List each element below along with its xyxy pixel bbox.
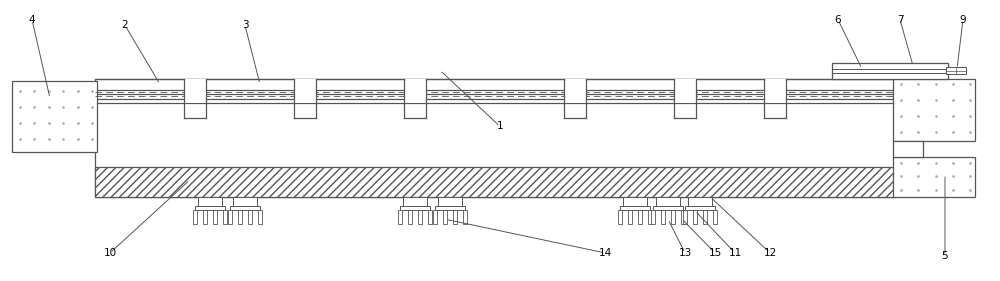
- Bar: [893, 79, 975, 140]
- Bar: [95, 79, 895, 197]
- Bar: [623, 197, 647, 206]
- Text: 10: 10: [103, 248, 117, 258]
- Bar: [248, 210, 252, 224]
- Bar: [193, 210, 197, 224]
- Bar: [408, 210, 412, 224]
- Bar: [400, 206, 430, 210]
- Bar: [683, 210, 687, 224]
- Bar: [671, 210, 675, 224]
- Text: 3: 3: [242, 20, 248, 30]
- Bar: [238, 210, 242, 224]
- Bar: [433, 210, 437, 224]
- Bar: [661, 210, 665, 224]
- Bar: [764, 79, 786, 103]
- Text: 2: 2: [122, 20, 128, 30]
- Bar: [713, 210, 717, 224]
- Bar: [398, 210, 402, 224]
- Bar: [294, 79, 316, 103]
- Bar: [693, 210, 697, 224]
- Bar: [653, 206, 683, 210]
- Bar: [651, 210, 655, 224]
- Bar: [638, 210, 642, 224]
- Bar: [832, 63, 948, 79]
- Bar: [230, 206, 260, 210]
- Text: 14: 14: [598, 248, 612, 258]
- Bar: [223, 210, 227, 224]
- Bar: [893, 140, 923, 157]
- Bar: [228, 210, 232, 224]
- Text: 6: 6: [835, 15, 841, 25]
- Text: 15: 15: [708, 248, 722, 258]
- Bar: [12, 81, 97, 152]
- Bar: [674, 79, 696, 103]
- Bar: [404, 79, 426, 103]
- Bar: [893, 157, 975, 197]
- Bar: [438, 197, 462, 206]
- Bar: [463, 210, 467, 224]
- Text: 7: 7: [897, 15, 903, 25]
- Bar: [628, 210, 632, 224]
- Bar: [443, 210, 447, 224]
- Bar: [258, 210, 262, 224]
- Bar: [198, 197, 222, 206]
- Bar: [435, 206, 465, 210]
- Bar: [184, 79, 206, 103]
- Bar: [403, 197, 427, 206]
- Bar: [233, 197, 257, 206]
- Text: 13: 13: [678, 248, 692, 258]
- Bar: [203, 210, 207, 224]
- Bar: [428, 210, 432, 224]
- Bar: [418, 210, 422, 224]
- Bar: [195, 206, 225, 210]
- Bar: [681, 210, 685, 224]
- Bar: [620, 206, 650, 210]
- Bar: [95, 167, 895, 197]
- Text: 1: 1: [497, 121, 503, 132]
- Text: 9: 9: [960, 15, 966, 25]
- Bar: [564, 79, 586, 103]
- Bar: [213, 210, 217, 224]
- Bar: [703, 210, 707, 224]
- Text: 4: 4: [29, 15, 35, 25]
- Bar: [648, 210, 652, 224]
- Text: 11: 11: [728, 248, 742, 258]
- Text: 12: 12: [763, 248, 777, 258]
- Bar: [618, 210, 622, 224]
- Text: 5: 5: [942, 251, 948, 261]
- Bar: [688, 197, 712, 206]
- Bar: [946, 67, 966, 74]
- Bar: [685, 206, 715, 210]
- Bar: [453, 210, 457, 224]
- Bar: [656, 197, 680, 206]
